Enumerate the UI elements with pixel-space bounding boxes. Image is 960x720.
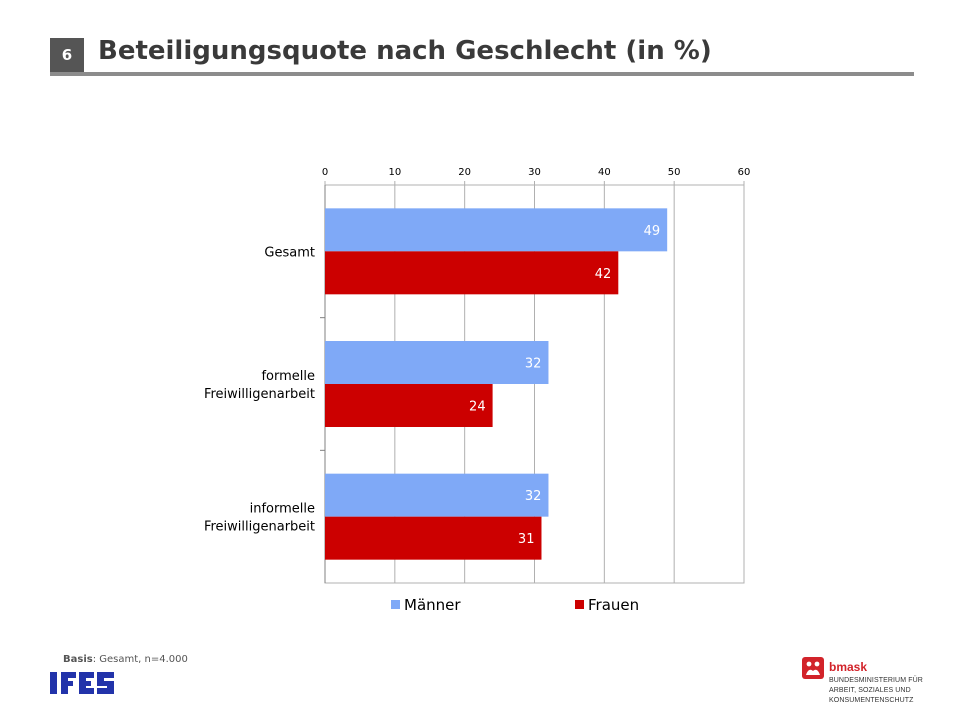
legend: Männer Frauen [391, 596, 639, 614]
slide-number: 6 [50, 38, 84, 72]
bar-maenner [325, 341, 549, 384]
x-tick-label: 50 [668, 167, 681, 178]
x-tick-label: 0 [322, 167, 328, 178]
category-label: Gesamt [264, 245, 315, 260]
basis-text: : Gesamt, n=4.000 [92, 654, 188, 665]
bmask-logo: bmask BUNDESMINISTERIUM FÜR ARBEIT, SOZI… [802, 657, 942, 707]
bmask-emblem-icon [802, 657, 824, 679]
bar-data-label: 32 [525, 489, 542, 504]
ifes-logo [50, 672, 114, 694]
bar-data-label: 42 [595, 267, 612, 282]
bar-layer [325, 208, 668, 560]
bar-maenner [325, 208, 668, 252]
bar-data-label: 49 [644, 224, 661, 239]
label-layer: 0 10 20 30 40 50 60 49 42 Gesamt 32 24 formelle Freiw… [204, 167, 750, 547]
basis-note: Basis: Gesamt, n=4.000 [63, 654, 188, 665]
legend-swatch-maenner [391, 600, 400, 609]
x-tick-label: 30 [528, 167, 541, 178]
bar-data-label: 24 [469, 400, 486, 415]
x-tick-label: 20 [458, 167, 471, 178]
category-label: informelle [250, 502, 315, 517]
bar-frauen [325, 516, 542, 560]
basis-label: Basis [63, 654, 93, 665]
bar-frauen [325, 384, 493, 427]
bmask-name: bmask [829, 660, 868, 674]
bar-data-label: 31 [518, 532, 535, 547]
bmask-line-2: ARBEIT, SOZIALES UND [829, 687, 911, 694]
category-label: Freiwilligenarbeit [204, 520, 315, 535]
category-label: formelle [261, 369, 315, 384]
x-tick-label: 10 [388, 167, 401, 178]
legend-label-maenner: Männer [404, 596, 461, 614]
bar-maenner [325, 473, 549, 517]
legend-swatch-frauen [575, 600, 584, 609]
page-title: Beteiligungsquote nach Geschlecht (in %) [98, 36, 712, 66]
bar-data-label: 32 [525, 357, 542, 372]
bmask-line-1: BUNDESMINISTERIUM FÜR [829, 677, 923, 684]
title-divider [50, 72, 914, 76]
x-tick-label: 40 [598, 167, 611, 178]
category-label: Freiwilligenarbeit [204, 387, 315, 402]
legend-label-frauen: Frauen [588, 596, 639, 614]
bar-frauen [325, 251, 619, 295]
x-tick-label: 60 [738, 167, 751, 178]
bmask-line-3: KONSUMENTENSCHUTZ [829, 697, 914, 704]
